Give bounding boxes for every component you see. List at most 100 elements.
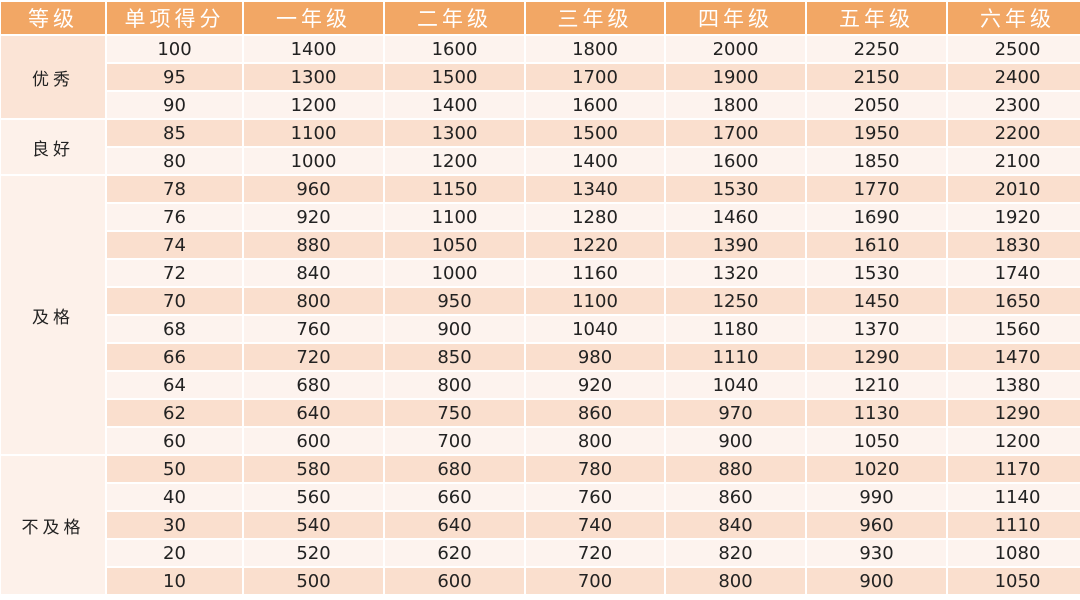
grade-value-cell: 920 [526, 372, 664, 398]
grade-value-cell: 1300 [244, 64, 383, 90]
grade-value-cell: 850 [385, 344, 524, 370]
grade-value-cell: 640 [244, 400, 383, 426]
score-cell: 95 [107, 64, 242, 90]
grade-value-cell: 1280 [526, 204, 664, 230]
table-body: 优秀 100 1400 1600 1800 2000 2250 2500 95 1300 1500 1… [1, 36, 1080, 594]
table-row: 68 760 900 1040 1180 1370 1560 [1, 316, 1080, 342]
grade-value-cell: 500 [244, 568, 383, 594]
grade-value-cell: 1530 [807, 260, 946, 286]
table-row: 80 1000 1200 1400 1600 1850 2100 [1, 148, 1080, 174]
score-cell: 10 [107, 568, 242, 594]
score-cell: 70 [107, 288, 242, 314]
column-header: 三年级 [526, 2, 664, 34]
column-header: 单项得分 [107, 2, 242, 34]
grade-value-cell: 800 [385, 372, 524, 398]
table-row: 66 720 850 980 1110 1290 1470 [1, 344, 1080, 370]
grade-value-cell: 1170 [948, 456, 1080, 482]
grade-value-cell: 1400 [385, 92, 524, 118]
grade-value-cell: 2200 [948, 120, 1080, 146]
column-header: 等级 [1, 2, 105, 34]
table-row: 30 540 640 740 840 960 1110 [1, 512, 1080, 538]
grade-value-cell: 960 [244, 176, 383, 202]
grade-value-cell: 640 [385, 512, 524, 538]
grade-value-cell: 1460 [666, 204, 805, 230]
grade-value-cell: 1800 [666, 92, 805, 118]
grade-value-cell: 1200 [948, 428, 1080, 454]
grade-value-cell: 1110 [948, 512, 1080, 538]
grade-value-cell: 1370 [807, 316, 946, 342]
grade-cell: 及格 [1, 176, 105, 454]
grade-value-cell: 860 [526, 400, 664, 426]
grade-value-cell: 1900 [666, 64, 805, 90]
score-cell: 64 [107, 372, 242, 398]
score-cell: 66 [107, 344, 242, 370]
score-cell: 85 [107, 120, 242, 146]
grade-value-cell: 1050 [948, 568, 1080, 594]
grade-value-cell: 1100 [526, 288, 664, 314]
grade-value-cell: 1850 [807, 148, 946, 174]
grade-value-cell: 1400 [244, 36, 383, 62]
grade-value-cell: 900 [385, 316, 524, 342]
grade-value-cell: 540 [244, 512, 383, 538]
grade-value-cell: 1700 [526, 64, 664, 90]
table-row: 良好 85 1100 1300 1500 1700 1950 2200 [1, 120, 1080, 174]
grade-value-cell: 1470 [948, 344, 1080, 370]
grade-value-cell: 1530 [666, 176, 805, 202]
table-row: 20 520 620 720 820 930 1080 [1, 540, 1080, 566]
column-header: 六年级 [948, 2, 1080, 34]
grade-value-cell: 1950 [807, 120, 946, 146]
grade-value-cell: 820 [666, 540, 805, 566]
table-row: 70 800 950 1100 1250 1450 1650 [1, 288, 1080, 314]
grade-value-cell: 1200 [244, 92, 383, 118]
grade-value-cell: 970 [666, 400, 805, 426]
grade-value-cell: 1500 [526, 120, 664, 146]
grade-value-cell: 580 [244, 456, 383, 482]
score-cell: 78 [107, 176, 242, 202]
grade-value-cell: 900 [807, 568, 946, 594]
grade-value-cell: 560 [244, 484, 383, 510]
table-row: 72 840 1000 1160 1320 1530 1740 [1, 260, 1080, 286]
grade-value-cell: 780 [526, 456, 664, 482]
grade-value-cell: 1140 [948, 484, 1080, 510]
grade-value-cell: 1740 [948, 260, 1080, 286]
grade-value-cell: 1390 [666, 232, 805, 258]
grade-value-cell: 680 [385, 456, 524, 482]
grade-value-cell: 1180 [666, 316, 805, 342]
grade-value-cell: 1690 [807, 204, 946, 230]
grade-value-cell: 1200 [385, 148, 524, 174]
score-cell: 30 [107, 512, 242, 538]
column-header: 四年级 [666, 2, 805, 34]
grade-value-cell: 1700 [666, 120, 805, 146]
grade-value-cell: 1320 [666, 260, 805, 286]
score-cell: 60 [107, 428, 242, 454]
grade-value-cell: 880 [666, 456, 805, 482]
grade-value-cell: 2010 [948, 176, 1080, 202]
grade-value-cell: 840 [666, 512, 805, 538]
grade-value-cell: 1210 [807, 372, 946, 398]
grade-value-cell: 620 [385, 540, 524, 566]
grade-value-cell: 1000 [244, 148, 383, 174]
grade-value-cell: 1400 [526, 148, 664, 174]
grade-value-cell: 1340 [526, 176, 664, 202]
score-cell: 100 [107, 36, 242, 62]
grade-value-cell: 600 [385, 568, 524, 594]
grade-value-cell: 800 [666, 568, 805, 594]
grade-value-cell: 1920 [948, 204, 1080, 230]
grade-value-cell: 920 [244, 204, 383, 230]
grade-value-cell: 930 [807, 540, 946, 566]
grade-value-cell: 2400 [948, 64, 1080, 90]
grade-value-cell: 700 [385, 428, 524, 454]
grade-value-cell: 760 [244, 316, 383, 342]
score-cell: 20 [107, 540, 242, 566]
column-header: 二年级 [385, 2, 524, 34]
table-row: 优秀 100 1400 1600 1800 2000 2250 2500 [1, 36, 1080, 118]
grade-value-cell: 1100 [244, 120, 383, 146]
grade-value-cell: 1100 [385, 204, 524, 230]
grade-value-cell: 1770 [807, 176, 946, 202]
grade-value-cell: 860 [666, 484, 805, 510]
grade-cell: 优秀 [1, 36, 105, 118]
grade-value-cell: 800 [244, 288, 383, 314]
grade-value-cell: 1040 [526, 316, 664, 342]
score-cell: 40 [107, 484, 242, 510]
